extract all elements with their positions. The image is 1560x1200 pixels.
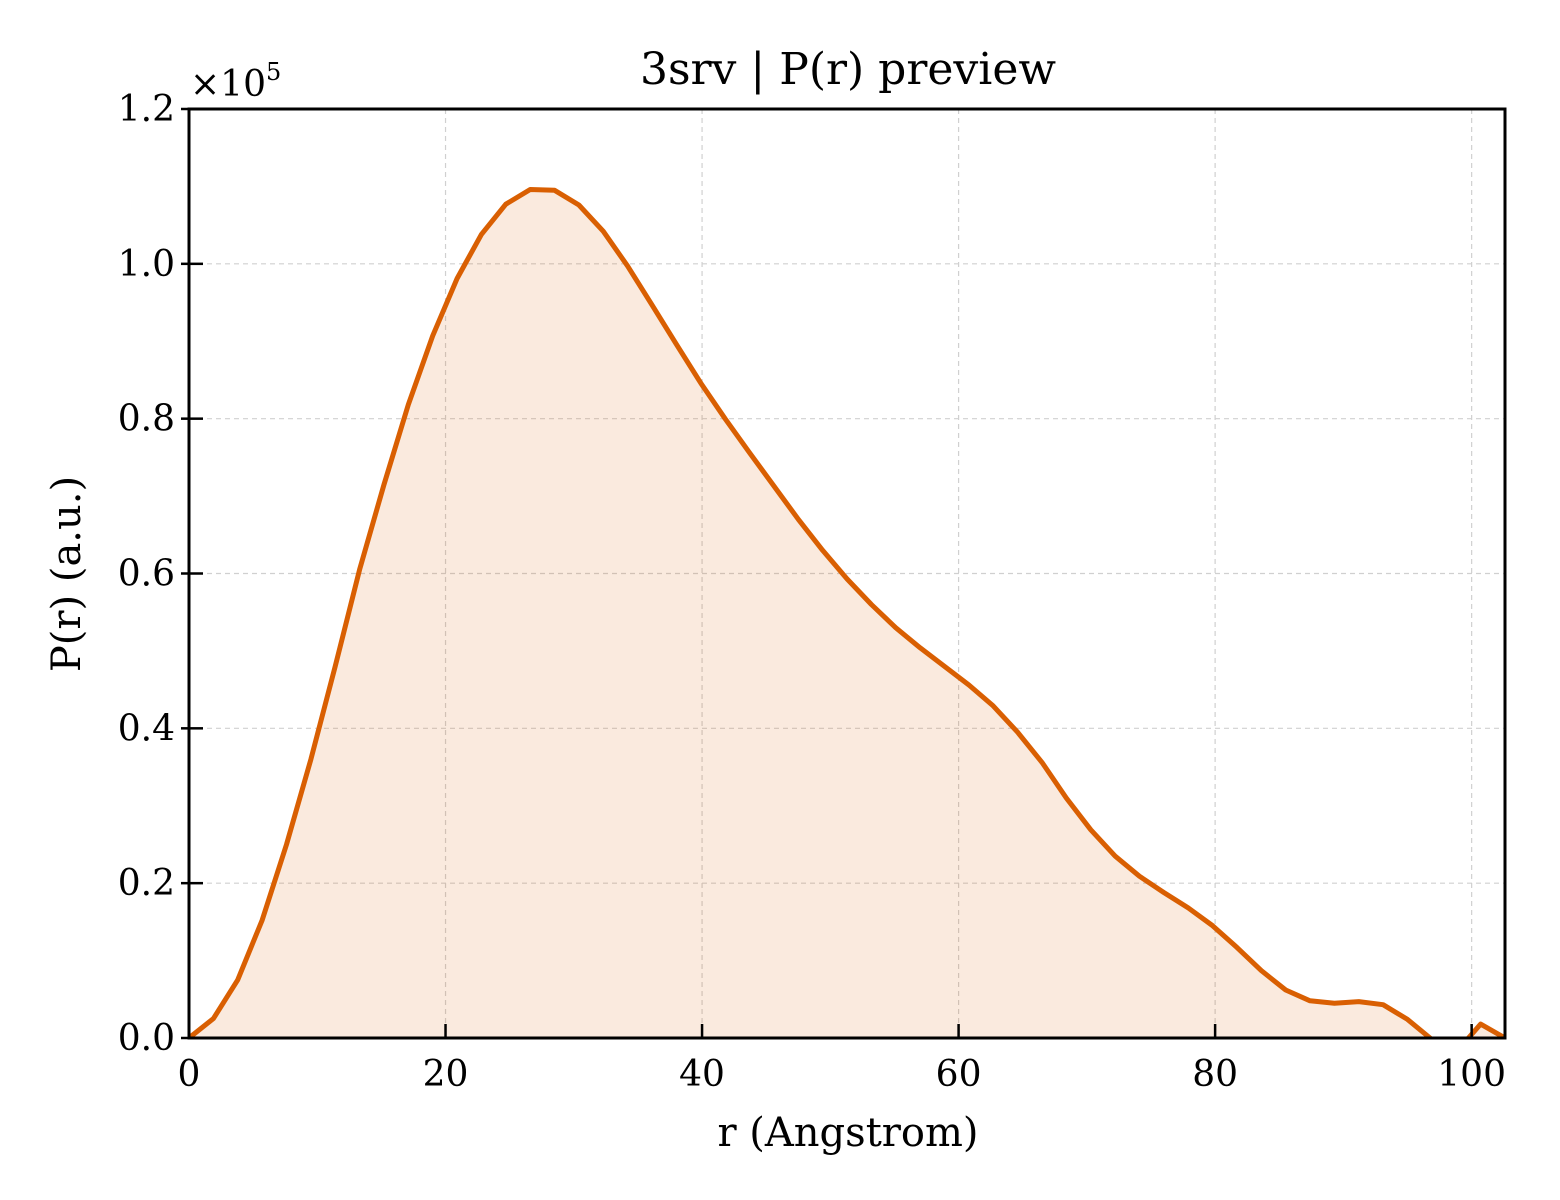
y-tick-label-1: 0.2 xyxy=(118,863,175,904)
x-tick-label-5: 100 xyxy=(1437,1054,1506,1095)
x-tick-label-4: 80 xyxy=(1192,1054,1238,1095)
x-tick-label-3: 60 xyxy=(936,1054,982,1095)
y-tick-label-0: 0.0 xyxy=(118,1018,175,1059)
pr-line xyxy=(189,187,1505,1038)
y-multiplier-base: ×10 xyxy=(190,64,266,105)
x-axis-label: r (Angstrom) xyxy=(717,1110,978,1156)
y-axis-label: P(r) (a.u.) xyxy=(44,476,90,672)
y-tick-label-5: 1.0 xyxy=(118,244,175,285)
tick-marks xyxy=(181,107,1473,1040)
pr-area-fill xyxy=(189,189,1505,1038)
x-tick-labels: 0 20 40 60 80 100 xyxy=(178,1054,1506,1095)
grid-lines xyxy=(189,108,1505,1038)
y-tick-label-4: 0.8 xyxy=(118,399,175,440)
chart-title: 3srv | P(r) preview xyxy=(640,44,1056,95)
x-tick-label-1: 20 xyxy=(423,1054,469,1095)
x-tick-label-2: 40 xyxy=(679,1054,725,1095)
y-multiplier-exponent: 5 xyxy=(266,58,281,86)
y-axis-multiplier: ×105 xyxy=(190,58,281,105)
y-tick-labels: 0.0 0.2 0.4 0.6 0.8 1.0 1.2 xyxy=(118,89,175,1059)
y-tick-label-2: 0.4 xyxy=(118,708,175,749)
y-tick-label-6: 1.2 xyxy=(118,89,175,130)
y-tick-label-3: 0.6 xyxy=(118,554,175,595)
x-tick-label-0: 0 xyxy=(178,1054,201,1095)
